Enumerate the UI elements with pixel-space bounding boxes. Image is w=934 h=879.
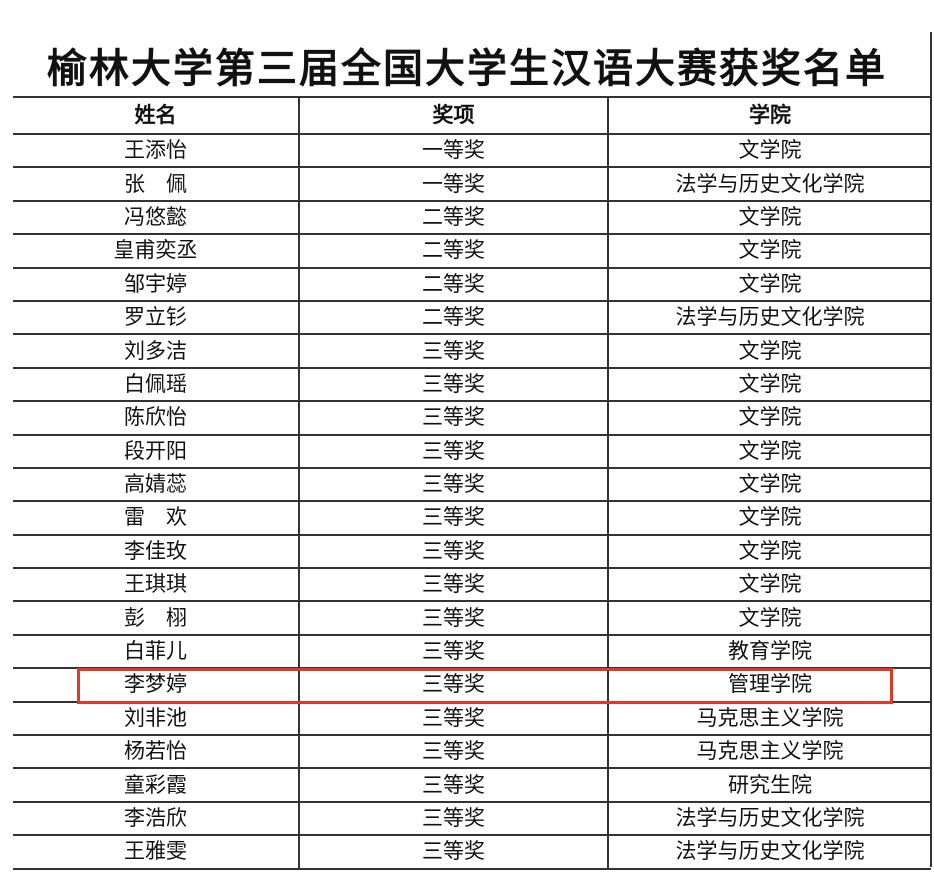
cell-name: 刘非池 bbox=[13, 700, 299, 737]
table-row: 段开阳 三等奖 文学院 bbox=[13, 433, 931, 469]
table-row: 杨若怡 三等奖 马克思主义学院 bbox=[13, 734, 931, 770]
cell-name: 李梦婷 bbox=[13, 667, 299, 703]
cell-award: 三等奖 bbox=[298, 433, 608, 469]
header-name: 姓名 bbox=[13, 96, 299, 135]
cell-name: 罗立钐 bbox=[13, 299, 299, 336]
cell-college: 法学与历史文化学院 bbox=[607, 834, 931, 870]
cell-college: 文学院 bbox=[607, 533, 931, 570]
cell-name: 王添怡 bbox=[13, 132, 299, 169]
table-row: 王添怡 一等奖 文学院 bbox=[13, 132, 931, 169]
cell-name: 皇甫奕丞 bbox=[13, 233, 299, 269]
table-row: 邹宇婷 二等奖 文学院 bbox=[13, 266, 931, 302]
cell-college: 文学院 bbox=[607, 567, 931, 603]
cell-award: 三等奖 bbox=[298, 700, 608, 737]
cell-award: 一等奖 bbox=[298, 166, 608, 202]
cell-award: 三等奖 bbox=[298, 767, 608, 803]
document-title: 榆林大学第三届全国大学生汉语大赛获奖名单 bbox=[47, 45, 887, 92]
cell-college: 文学院 bbox=[607, 132, 931, 169]
table-row: 李浩欣 三等奖 法学与历史文化学院 bbox=[13, 800, 931, 837]
cell-college: 法学与历史文化学院 bbox=[607, 800, 931, 837]
cell-college: 文学院 bbox=[607, 266, 931, 302]
cell-name: 高婧蕊 bbox=[13, 466, 299, 503]
cell-award: 三等奖 bbox=[298, 567, 608, 603]
table-row: 罗立钐 二等奖 法学与历史文化学院 bbox=[13, 299, 931, 336]
cell-name: 杨若怡 bbox=[13, 734, 299, 770]
cell-award: 三等奖 bbox=[298, 600, 608, 636]
cell-award: 三等奖 bbox=[298, 834, 608, 870]
cell-college: 教育学院 bbox=[607, 633, 931, 670]
header-college: 学院 bbox=[607, 96, 931, 135]
cell-award: 三等奖 bbox=[298, 500, 608, 536]
cell-award: 三等奖 bbox=[298, 633, 608, 670]
table-row: 白佩瑶 三等奖 文学院 bbox=[13, 366, 931, 403]
table-row: 雷 欢三等奖 文学院 bbox=[13, 500, 931, 536]
cell-award: 三等奖 bbox=[298, 333, 608, 369]
cell-name: 冯悠懿 bbox=[13, 199, 299, 236]
table-row: 刘多洁 三等奖 文学院 bbox=[13, 333, 931, 369]
cell-name: 雷 欢 bbox=[13, 500, 299, 536]
table-row: 童彩霞 三等奖 研究生院 bbox=[13, 767, 931, 803]
table-row: 彭 栩三等奖 文学院 bbox=[13, 600, 931, 636]
cell-college: 文学院 bbox=[607, 400, 931, 436]
cell-college: 文学院 bbox=[607, 199, 931, 236]
cell-name: 童彩霞 bbox=[13, 767, 299, 803]
table-row: 李梦婷 三等奖 管理学院 bbox=[13, 667, 931, 703]
cell-college: 马克思主义学院 bbox=[607, 734, 931, 770]
table-row: 李佳玫 三等奖 文学院 bbox=[13, 533, 931, 570]
cell-college: 文学院 bbox=[607, 466, 931, 503]
cell-college: 文学院 bbox=[607, 500, 931, 536]
cell-award: 二等奖 bbox=[298, 266, 608, 302]
cell-college: 文学院 bbox=[607, 233, 931, 269]
cell-college: 文学院 bbox=[607, 333, 931, 369]
cell-name: 邹宇婷 bbox=[13, 266, 299, 302]
header-award: 奖项 bbox=[298, 96, 608, 135]
cell-college: 研究生院 bbox=[607, 767, 931, 803]
table-row: 陈欣怡 三等奖 文学院 bbox=[13, 400, 931, 436]
cell-award: 三等奖 bbox=[298, 400, 608, 436]
cell-college: 文学院 bbox=[607, 366, 931, 403]
table-row: 高婧蕊 三等奖 文学院 bbox=[13, 466, 931, 503]
table-right-border bbox=[930, 32, 932, 867]
cell-name: 彭 栩 bbox=[13, 600, 299, 636]
cell-award: 三等奖 bbox=[298, 734, 608, 770]
cell-college: 管理学院 bbox=[607, 667, 931, 703]
cell-award: 三等奖 bbox=[298, 533, 608, 570]
cell-name: 白佩瑶 bbox=[13, 366, 299, 403]
cell-name: 陈欣怡 bbox=[13, 400, 299, 436]
cell-award: 三等奖 bbox=[298, 667, 608, 703]
cell-award: 二等奖 bbox=[298, 233, 608, 269]
cell-name: 张 佩 bbox=[13, 166, 299, 202]
table-row: 白菲儿 三等奖 教育学院 bbox=[13, 633, 931, 670]
table-row: 皇甫奕丞 二等奖 文学院 bbox=[13, 233, 931, 269]
table-row: 冯悠懿 二等奖 文学院 bbox=[13, 199, 931, 236]
table-row: 王雅雯 三等奖 法学与历史文化学院 bbox=[13, 834, 931, 870]
cell-name: 刘多洁 bbox=[13, 333, 299, 369]
cell-name: 段开阳 bbox=[13, 433, 299, 469]
cell-college: 文学院 bbox=[607, 600, 931, 636]
table-row: 刘非池 三等奖 马克思主义学院 bbox=[13, 700, 931, 737]
table-row: 王琪琪 三等奖 文学院 bbox=[13, 567, 931, 603]
cell-college: 法学与历史文化学院 bbox=[607, 299, 931, 336]
award-table: 姓名 奖项 学院 王添怡 一等奖 文学院张 佩一等奖 法学与历史文化学院 冯悠懿 二等奖文… bbox=[13, 96, 931, 870]
cell-award: 二等奖 bbox=[298, 199, 608, 236]
cell-award: 一等奖 bbox=[298, 132, 608, 169]
cell-name: 白菲儿 bbox=[13, 633, 299, 670]
table-row: 张 佩一等奖 法学与历史文化学院 bbox=[13, 166, 931, 202]
cell-college: 马克思主义学院 bbox=[607, 700, 931, 737]
cell-name: 李浩欣 bbox=[13, 800, 299, 837]
cell-name: 王雅雯 bbox=[13, 834, 299, 870]
cell-name: 王琪琪 bbox=[13, 567, 299, 603]
cell-award: 三等奖 bbox=[298, 466, 608, 503]
cell-award: 二等奖 bbox=[298, 299, 608, 336]
cell-award: 三等奖 bbox=[298, 366, 608, 403]
cell-award: 三等奖 bbox=[298, 800, 608, 837]
cell-college: 文学院 bbox=[607, 433, 931, 469]
cell-name: 李佳玫 bbox=[13, 533, 299, 570]
cell-college: 法学与历史文化学院 bbox=[607, 166, 931, 202]
table-header-row: 姓名 奖项 学院 bbox=[13, 96, 931, 135]
